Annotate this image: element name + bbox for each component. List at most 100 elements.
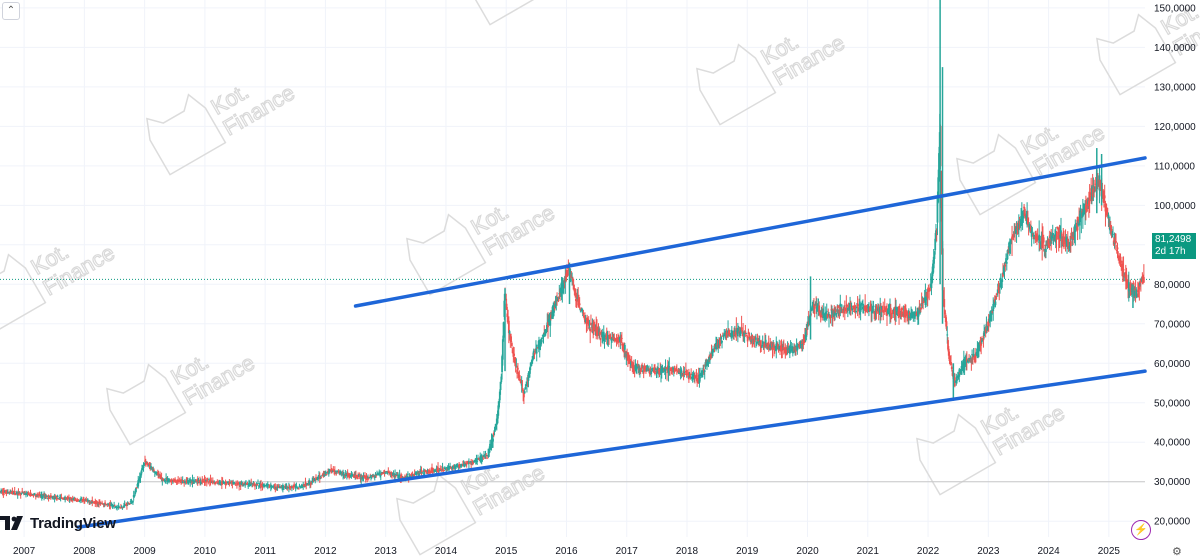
candle	[1103, 184, 1106, 203]
candle	[810, 307, 813, 312]
candle	[560, 276, 563, 301]
candle	[607, 334, 610, 347]
candle	[690, 368, 693, 375]
candles	[0, 0, 1145, 511]
candle	[239, 481, 241, 487]
candle	[86, 498, 89, 504]
candle	[638, 364, 641, 376]
grid-lines	[0, 0, 1145, 537]
candle	[956, 371, 959, 379]
lightning-icon[interactable]: ⚡	[1131, 520, 1151, 540]
candle	[117, 502, 120, 510]
candle	[296, 486, 299, 490]
candle	[502, 321, 505, 342]
tradingview-logo-icon	[0, 516, 23, 530]
candle	[1039, 235, 1042, 250]
candle	[572, 278, 575, 290]
candle	[877, 303, 879, 312]
gear-icon[interactable]: ⚙	[1172, 546, 1182, 558]
trendline[interactable]	[76, 369, 1147, 529]
candle	[686, 369, 689, 376]
candle	[758, 335, 760, 347]
candle	[985, 316, 988, 334]
trendlines[interactable]	[76, 156, 1147, 529]
candle	[1074, 219, 1077, 246]
candle	[325, 473, 328, 476]
candle	[294, 483, 297, 492]
candle	[46, 495, 48, 497]
candle	[865, 304, 868, 312]
candle	[945, 317, 948, 331]
candle	[805, 323, 808, 341]
candle	[855, 307, 858, 314]
candle	[297, 487, 300, 490]
x-tick-label: 2015	[495, 546, 518, 557]
candle	[972, 347, 975, 358]
candle	[312, 475, 314, 483]
trendline[interactable]	[353, 156, 1147, 308]
candle	[950, 355, 952, 365]
candle	[640, 364, 643, 372]
candle	[922, 297, 925, 310]
candle	[755, 341, 758, 347]
candle	[113, 504, 116, 507]
candle	[1032, 231, 1035, 244]
candle	[785, 345, 788, 356]
candle	[50, 495, 53, 498]
candle	[992, 297, 995, 321]
candle	[254, 483, 256, 490]
candle	[129, 502, 131, 505]
candle	[620, 334, 622, 346]
candle	[143, 462, 146, 466]
candle	[862, 303, 865, 314]
candle	[488, 446, 491, 457]
candle	[599, 337, 602, 347]
candle	[850, 302, 853, 310]
candle	[11, 487, 14, 495]
candle	[599, 328, 601, 341]
candle	[515, 358, 518, 368]
candle	[654, 367, 657, 371]
candle	[1094, 186, 1096, 193]
candle	[25, 490, 28, 494]
candle	[107, 502, 109, 505]
candle	[132, 500, 134, 505]
candle	[510, 341, 513, 349]
candle	[164, 480, 167, 484]
candle	[565, 269, 567, 283]
candle	[861, 300, 864, 306]
candle	[687, 368, 690, 383]
candle	[933, 251, 936, 264]
candle	[846, 307, 849, 318]
candle	[935, 228, 938, 242]
candle	[819, 311, 822, 323]
candle	[493, 426, 496, 436]
candle	[468, 462, 471, 464]
candle	[1103, 190, 1105, 208]
candle	[1005, 253, 1007, 264]
candle	[166, 475, 169, 485]
candle	[36, 492, 39, 498]
candle	[147, 462, 149, 466]
candle	[1016, 222, 1019, 235]
x-tick-label: 2009	[134, 546, 157, 557]
candle	[951, 369, 954, 377]
candle	[1071, 232, 1074, 247]
candle	[665, 367, 668, 370]
candle	[871, 306, 874, 314]
candle	[968, 354, 971, 362]
chevron-up-icon[interactable]: ⌃	[2, 2, 20, 20]
candle	[745, 332, 748, 334]
candle	[498, 398, 500, 410]
x-tick-label: 2023	[977, 546, 1000, 557]
candle	[605, 327, 608, 345]
candle	[736, 322, 739, 343]
candle	[475, 454, 478, 465]
y-tick-label: 80,0000	[1154, 280, 1191, 291]
candle	[719, 333, 722, 346]
candle	[257, 485, 260, 489]
candle	[727, 328, 730, 336]
candle	[1055, 230, 1058, 253]
